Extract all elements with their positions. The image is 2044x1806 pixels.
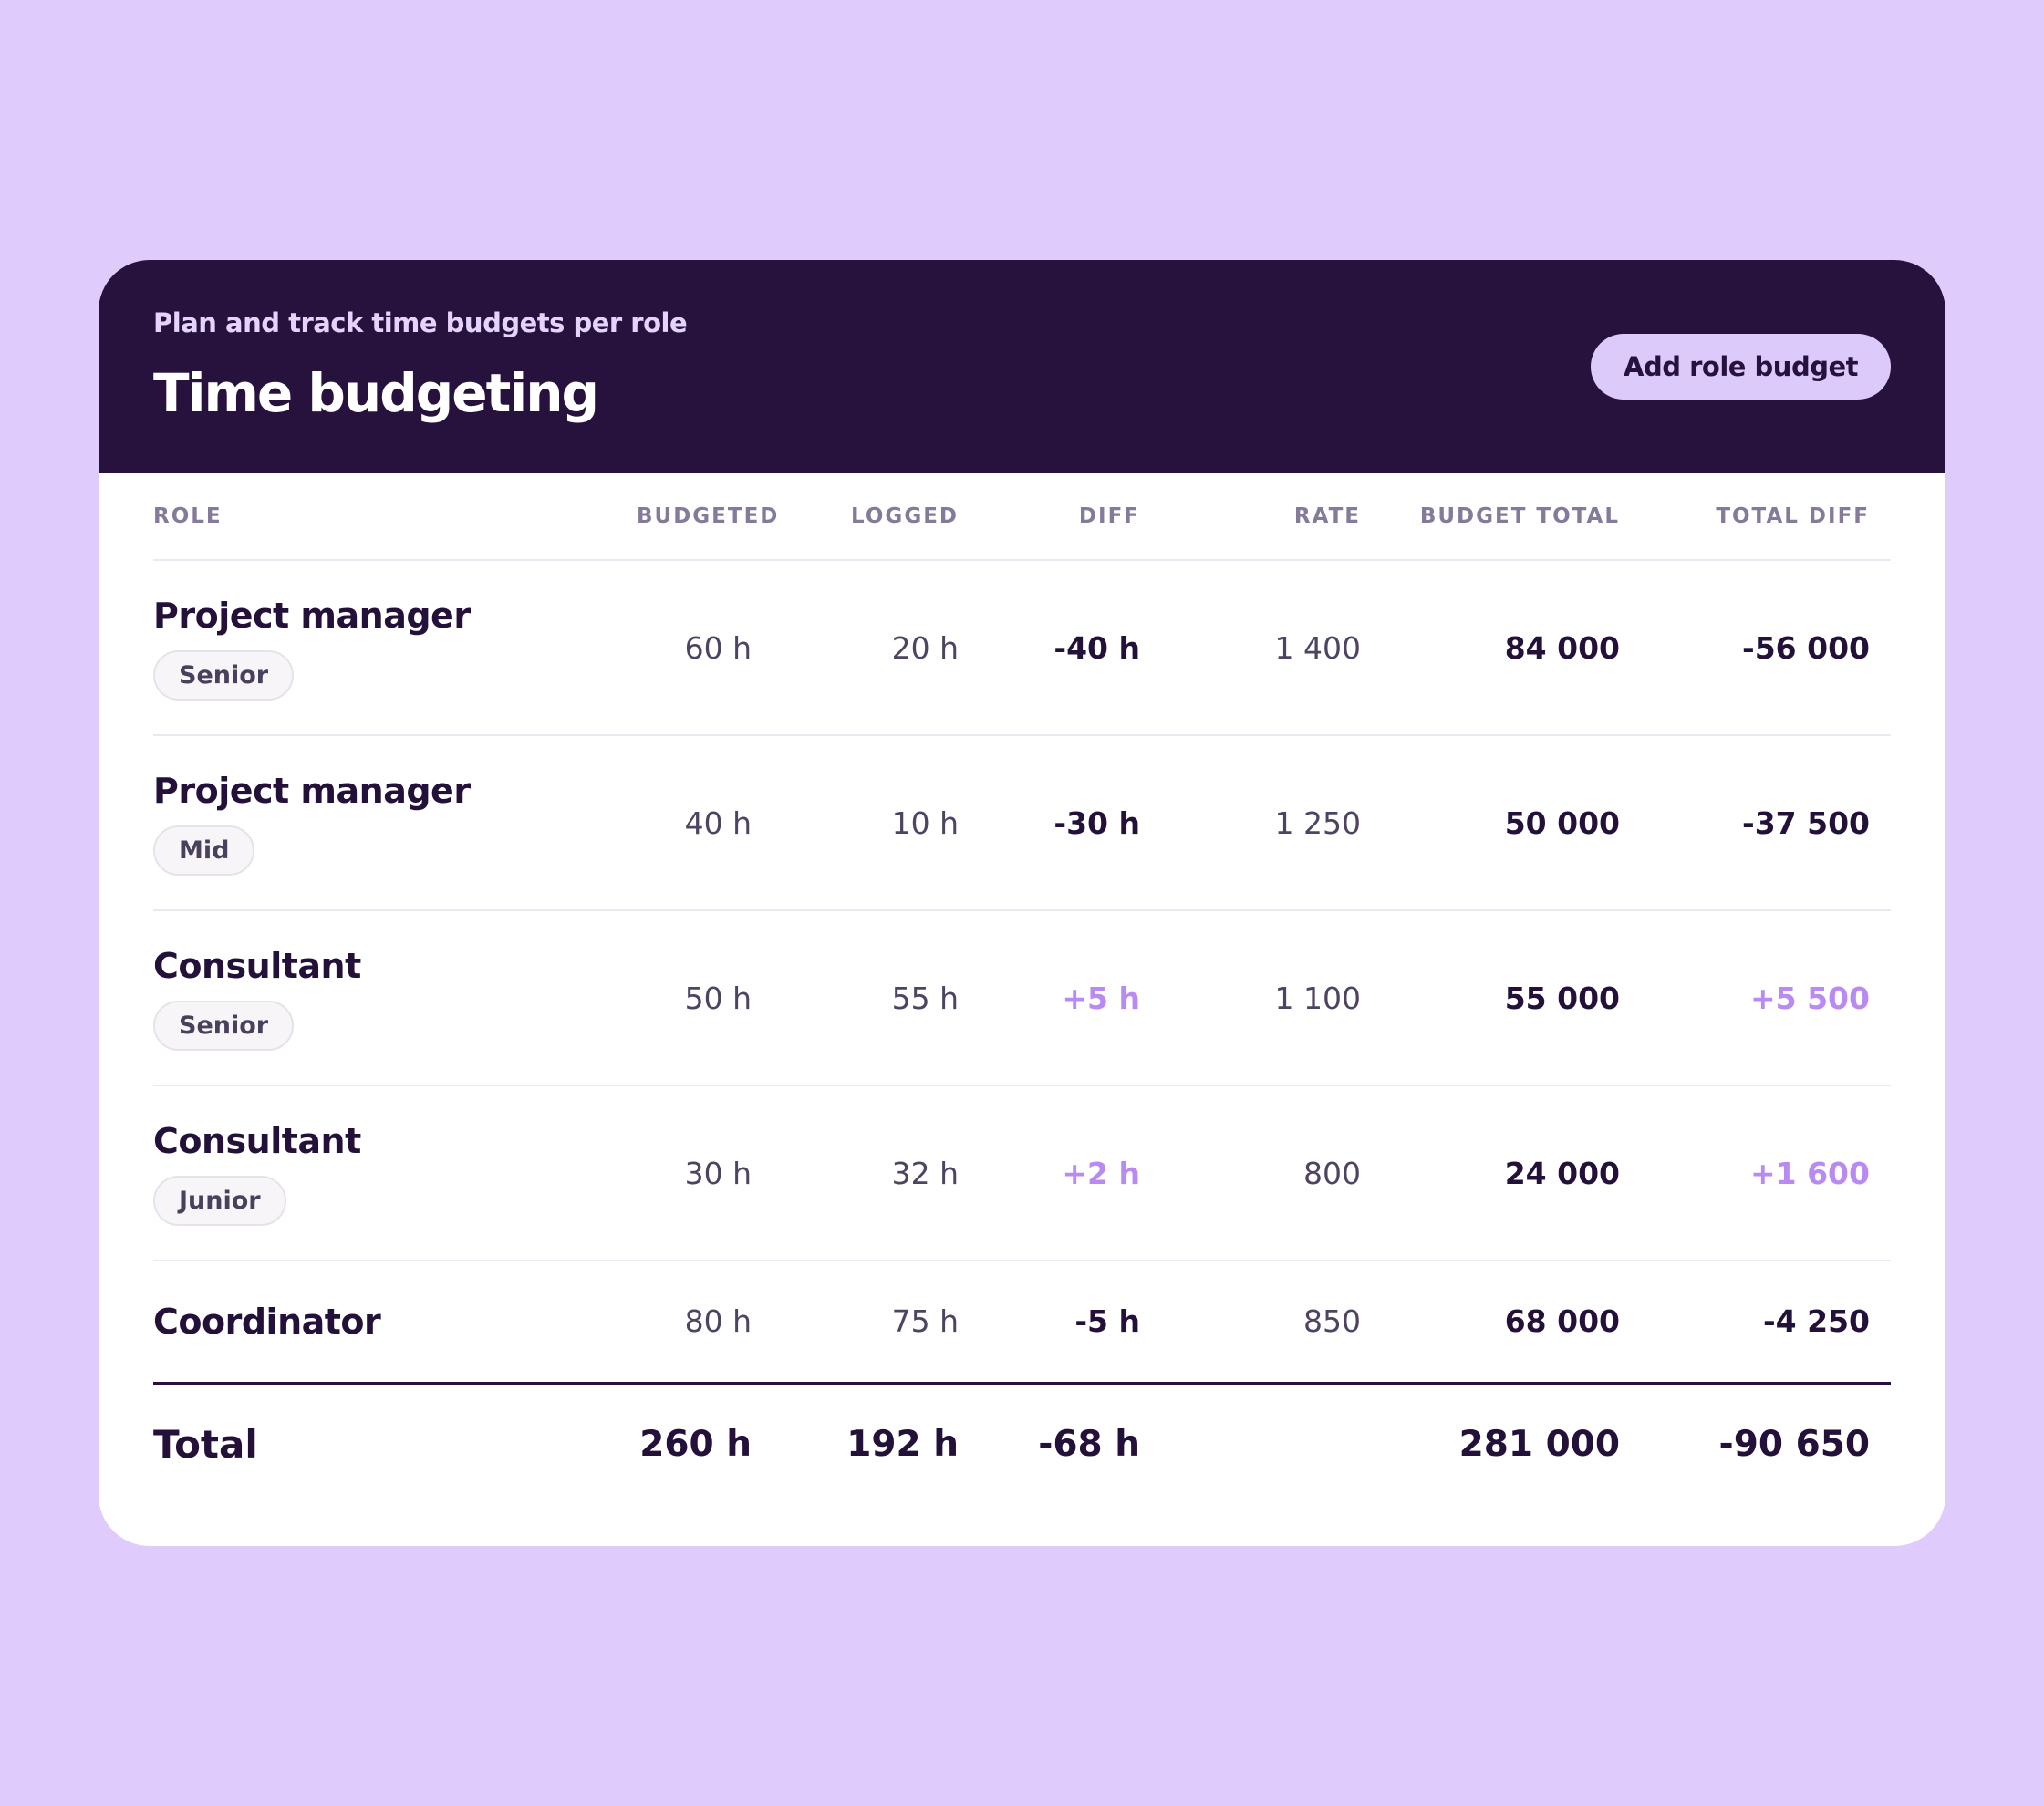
budgeted-cell: 80 h [637, 1261, 752, 1385]
card-header: Plan and track time budgets per role Tim… [99, 260, 1945, 473]
table-header-row: ROLE BUDGETED LOGGED DIFF RATE BUDGET TO… [153, 473, 1891, 561]
budgeted-cell: 60 h [637, 560, 752, 736]
budget-total-cell: 50 000 [1361, 735, 1620, 911]
totals-budget-total: 281 000 [1458, 1424, 1620, 1466]
total-diff-cell: -4 250 [1620, 1261, 1870, 1385]
total-diff-cell: -37 500 [1620, 735, 1870, 911]
diff-cell: -30 h [959, 735, 1140, 911]
total-diff-cell: +5 500 [1620, 910, 1870, 1086]
rate-cell: 1 100 [1140, 910, 1361, 1086]
total-diff-cell: -56 000 [1620, 560, 1870, 736]
role-name: Coordinator [153, 1301, 381, 1342]
column-header-budgeted: BUDGETED [637, 473, 777, 561]
table-row[interactable]: Project manager Mid 40 h 10 h -30 h 1 25… [153, 735, 1891, 911]
budgeted-cell: 30 h [637, 1085, 752, 1261]
role-cell: Project manager Senior [153, 560, 637, 736]
totals-logged: 192 h [846, 1424, 959, 1466]
diff-cell: +5 h [959, 910, 1140, 1086]
column-header-budget-total: BUDGET TOTAL [1361, 473, 1620, 561]
role-name: Consultant [153, 1120, 361, 1161]
level-badge: Mid [153, 825, 255, 876]
add-role-budget-button[interactable]: Add role budget [1591, 334, 1891, 400]
page-title: Time budgeting [153, 362, 599, 424]
time-budget-card: Plan and track time budgets per role Tim… [99, 260, 1945, 1546]
column-header-diff: DIFF [959, 473, 1140, 561]
logged-cell: 32 h [752, 1085, 959, 1261]
budgeted-cell: 50 h [637, 910, 752, 1086]
role-name: Project manager [153, 595, 471, 636]
table-row[interactable]: Coordinator 80 h 75 h -5 h 850 68 000 -4… [153, 1261, 1891, 1385]
rate-cell: 850 [1140, 1261, 1361, 1385]
role-name: Consultant [153, 945, 361, 986]
rate-cell: 1 400 [1140, 560, 1361, 736]
column-header-spacer [1870, 473, 1891, 561]
rate-cell: 1 250 [1140, 735, 1361, 911]
diff-cell: +2 h [959, 1085, 1140, 1261]
role-cell: Consultant Senior [153, 910, 637, 1086]
row-spacer [1870, 560, 1891, 736]
role-cell: Coordinator [153, 1261, 637, 1385]
total-diff-cell: +1 600 [1620, 1085, 1870, 1261]
row-spacer [1870, 735, 1891, 911]
totals-rate-empty [1140, 1383, 1361, 1505]
totals-diff: -68 h [1038, 1424, 1140, 1466]
totals-label: Total [153, 1422, 258, 1468]
row-spacer [1870, 910, 1891, 1086]
budget-table: ROLE BUDGETED LOGGED DIFF RATE BUDGET TO… [153, 473, 1891, 1505]
budget-total-cell: 55 000 [1361, 910, 1620, 1086]
role-cell: Consultant Junior [153, 1085, 637, 1261]
table-row[interactable]: Consultant Junior 30 h 32 h +2 h 800 24 … [153, 1085, 1891, 1261]
budgeted-cell: 40 h [637, 735, 752, 911]
page-subtitle: Plan and track time budgets per role [153, 307, 688, 338]
level-badge: Senior [153, 649, 295, 701]
budget-total-cell: 68 000 [1361, 1261, 1620, 1385]
row-spacer [1870, 1261, 1891, 1385]
diff-cell: -40 h [959, 560, 1140, 736]
column-header-rate: RATE [1140, 473, 1361, 561]
budget-total-cell: 84 000 [1361, 560, 1620, 736]
table-row[interactable]: Consultant Senior 50 h 55 h +5 h 1 100 5… [153, 910, 1891, 1086]
rate-cell: 800 [1140, 1085, 1361, 1261]
role-cell: Project manager Mid [153, 735, 637, 911]
diff-cell: -5 h [959, 1261, 1140, 1385]
logged-cell: 10 h [752, 735, 959, 911]
budget-table-container: ROLE BUDGETED LOGGED DIFF RATE BUDGET TO… [153, 473, 1891, 1505]
level-badge: Junior [153, 1175, 286, 1226]
totals-budgeted: 260 h [639, 1424, 752, 1466]
totals-spacer [1870, 1383, 1891, 1505]
column-header-logged: LOGGED [752, 473, 959, 561]
role-name: Project manager [153, 770, 471, 811]
totals-row: Total 260 h 192 h -68 h 281 000 -90 650 [153, 1383, 1891, 1505]
row-spacer [1870, 1085, 1891, 1261]
logged-cell: 75 h [752, 1261, 959, 1385]
logged-cell: 20 h [752, 560, 959, 736]
totals-total-diff: -90 650 [1718, 1424, 1870, 1466]
column-header-total-diff: TOTAL DIFF [1620, 473, 1870, 561]
column-header-role: ROLE [153, 473, 637, 561]
table-row[interactable]: Project manager Senior 60 h 20 h -40 h 1… [153, 560, 1891, 736]
level-badge: Senior [153, 1000, 295, 1051]
logged-cell: 55 h [752, 910, 959, 1086]
budget-total-cell: 24 000 [1361, 1085, 1620, 1261]
